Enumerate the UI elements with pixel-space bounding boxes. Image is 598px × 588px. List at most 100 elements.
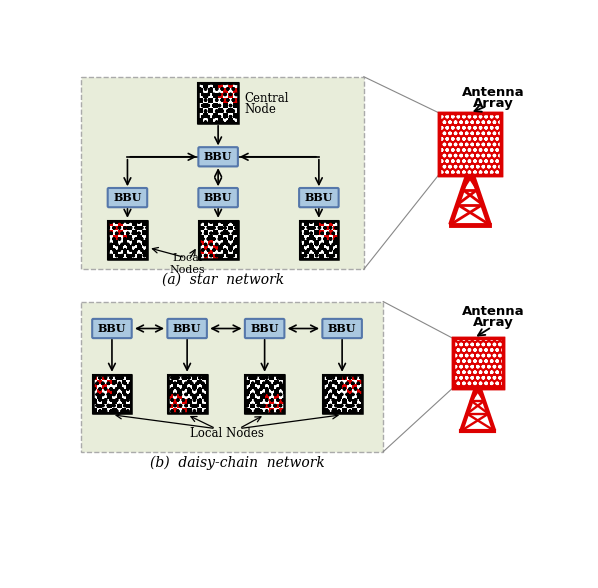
Bar: [347, 394, 352, 399]
Bar: [208, 88, 213, 93]
Bar: [197, 379, 202, 385]
Bar: [245, 379, 250, 385]
Bar: [323, 389, 328, 394]
Bar: [245, 375, 284, 413]
Bar: [168, 375, 206, 413]
Bar: [453, 338, 503, 388]
FancyBboxPatch shape: [245, 319, 285, 338]
Bar: [112, 389, 117, 394]
Bar: [107, 385, 112, 389]
Bar: [218, 245, 223, 249]
Bar: [127, 385, 132, 389]
Bar: [337, 385, 342, 389]
Bar: [199, 220, 237, 259]
Bar: [209, 235, 213, 240]
Bar: [178, 399, 182, 403]
Bar: [245, 399, 250, 403]
Bar: [137, 235, 142, 240]
Bar: [323, 375, 362, 413]
Bar: [168, 394, 187, 413]
Bar: [198, 83, 238, 123]
Bar: [127, 403, 132, 409]
Text: Local
Nodes: Local Nodes: [169, 253, 205, 275]
Bar: [245, 389, 250, 394]
Bar: [334, 220, 338, 226]
Bar: [324, 230, 328, 235]
Bar: [260, 385, 265, 389]
Bar: [324, 220, 328, 226]
Bar: [182, 394, 187, 399]
FancyBboxPatch shape: [167, 319, 207, 338]
Bar: [168, 389, 173, 394]
Bar: [323, 375, 362, 413]
Bar: [233, 240, 237, 245]
Bar: [199, 226, 203, 230]
Bar: [127, 394, 132, 399]
Bar: [250, 375, 255, 379]
FancyBboxPatch shape: [92, 319, 132, 338]
Bar: [199, 235, 203, 240]
Bar: [233, 83, 238, 88]
Bar: [314, 230, 319, 235]
Bar: [173, 394, 178, 399]
Bar: [328, 255, 334, 259]
Bar: [137, 255, 142, 259]
Bar: [132, 249, 137, 255]
Bar: [127, 235, 132, 240]
Bar: [127, 226, 132, 230]
Bar: [182, 385, 187, 389]
Bar: [347, 375, 352, 379]
Bar: [332, 399, 337, 403]
Bar: [197, 389, 202, 394]
Bar: [203, 103, 208, 108]
Bar: [270, 385, 274, 389]
Bar: [218, 108, 223, 113]
Bar: [347, 403, 352, 409]
Bar: [260, 375, 265, 379]
Bar: [334, 249, 338, 255]
Bar: [300, 255, 304, 259]
Bar: [202, 403, 206, 409]
Bar: [93, 409, 97, 413]
Text: BBU: BBU: [173, 323, 202, 334]
Bar: [319, 245, 324, 249]
Bar: [228, 235, 233, 240]
Text: BBU: BBU: [305, 192, 333, 203]
Bar: [334, 230, 338, 235]
Bar: [342, 399, 347, 403]
Bar: [328, 226, 334, 230]
Bar: [218, 118, 223, 123]
Bar: [228, 245, 233, 249]
Bar: [93, 375, 132, 413]
Bar: [209, 245, 213, 249]
Bar: [228, 118, 233, 123]
Bar: [132, 240, 137, 245]
Bar: [300, 226, 304, 230]
Bar: [265, 394, 284, 413]
Bar: [255, 379, 260, 385]
Bar: [203, 230, 209, 235]
Bar: [334, 240, 338, 245]
Bar: [323, 379, 328, 385]
Bar: [208, 98, 213, 103]
Bar: [182, 375, 187, 379]
Bar: [328, 403, 332, 409]
Bar: [250, 403, 255, 409]
Bar: [108, 245, 113, 249]
Bar: [270, 375, 274, 379]
Bar: [132, 230, 137, 235]
Bar: [332, 409, 337, 413]
Bar: [223, 113, 228, 118]
Bar: [192, 385, 197, 389]
Bar: [93, 379, 97, 385]
Bar: [121, 389, 127, 394]
Bar: [223, 220, 228, 226]
Bar: [250, 394, 255, 399]
Bar: [233, 93, 238, 98]
Bar: [118, 255, 123, 259]
Bar: [113, 230, 118, 235]
Bar: [304, 240, 309, 245]
Bar: [337, 394, 342, 399]
Bar: [300, 235, 304, 240]
Bar: [142, 240, 147, 245]
